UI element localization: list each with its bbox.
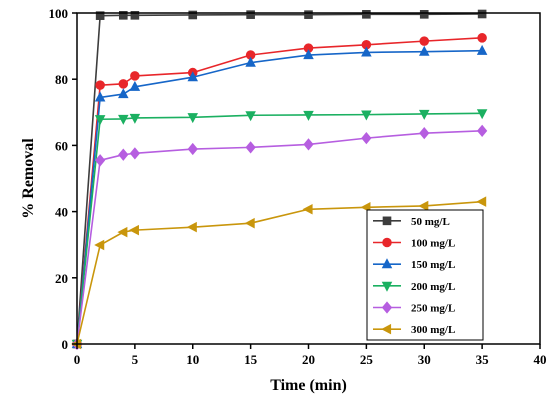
x-tick-label: 40: [534, 352, 547, 367]
x-tick-label: 15: [244, 352, 258, 367]
legend-item: 300 mg/L: [373, 323, 455, 336]
data-point: [245, 56, 256, 67]
x-tick-label: 20: [302, 352, 315, 367]
data-point: [476, 196, 487, 207]
data-point: [419, 127, 430, 140]
data-point: [361, 110, 372, 121]
data-point: [418, 200, 429, 212]
series-line: [76, 37, 483, 345]
y-tick-label: 0: [62, 337, 69, 352]
legend-marker: [382, 237, 392, 248]
legend-marker: [382, 216, 392, 226]
legend-item: 150 mg/L: [373, 258, 455, 271]
data-point: [245, 111, 256, 122]
data-point: [95, 154, 106, 167]
data-point: [118, 114, 129, 125]
data-point: [187, 71, 199, 82]
data-point: [419, 10, 429, 19]
data-point: [187, 113, 199, 124]
legend-label: 100 mg/L: [411, 238, 455, 250]
y-tick-label: 60: [55, 138, 68, 153]
y-axis: 0 20 40 60 80 100: [49, 6, 77, 352]
data-point: [129, 147, 140, 160]
legend-item: 50 mg/L: [373, 216, 450, 228]
data-point: [187, 142, 198, 156]
y-tick-label: 20: [55, 271, 68, 286]
legend-label: 50 mg/L: [411, 216, 450, 228]
data-point: [128, 224, 139, 236]
data-point: [129, 113, 141, 124]
x-tick-label: 10: [186, 352, 199, 367]
plot-area: [71, 9, 488, 351]
legend-item: 250 mg/L: [373, 301, 455, 315]
data-point: [245, 141, 256, 154]
x-tick-label: 5: [132, 352, 139, 367]
data-point: [118, 11, 128, 20]
legend-marker: [381, 258, 393, 269]
data-point: [303, 138, 314, 151]
y-tick-label: 80: [55, 72, 68, 87]
x-tick-label: 35: [476, 352, 490, 367]
y-axis-title: % Removal: [20, 138, 37, 219]
data-point: [419, 36, 430, 46]
x-axis-title: Time (min): [270, 377, 347, 394]
data-point: [477, 9, 487, 19]
data-point: [246, 10, 255, 19]
data-point: [477, 124, 488, 137]
x-tick-label: 30: [418, 352, 431, 367]
series-line: [76, 130, 483, 345]
data-point: [94, 239, 105, 251]
legend-label: 250 mg/L: [411, 303, 455, 315]
data-point: [188, 10, 198, 20]
data-point: [361, 46, 372, 57]
data-point: [362, 10, 371, 19]
x-tick-label: 0: [74, 352, 81, 367]
legend: 50 mg/L 100 mg/L 150 mg/L 200 mg/L 250 mg/L 3…: [366, 209, 484, 341]
legend-marker: [381, 301, 393, 314]
legend-label: 150 mg/L: [411, 259, 455, 271]
legend-item: 200 mg/L: [373, 281, 455, 293]
data-point: [95, 80, 105, 90]
data-point: [118, 148, 129, 161]
data-point: [418, 109, 430, 120]
data-point: [303, 49, 314, 60]
data-point: [129, 80, 141, 91]
y-tick-label: 100: [49, 6, 69, 21]
data-point: [130, 71, 140, 81]
data-point: [117, 226, 128, 238]
series-200-mg-l: [71, 109, 488, 350]
series-line: [76, 200, 483, 345]
data-point: [94, 91, 106, 102]
data-point: [418, 45, 430, 56]
series-300-mg-l: [71, 196, 487, 350]
data-point: [130, 11, 140, 20]
legend-item: 100 mg/L: [373, 238, 455, 250]
data-point: [302, 204, 313, 215]
legend-label: 300 mg/L: [411, 324, 455, 336]
data-point: [244, 217, 255, 229]
data-point: [476, 109, 488, 120]
series-line: [76, 112, 483, 345]
series-line: [76, 49, 483, 345]
legend-marker: [381, 281, 393, 292]
data-point: [118, 79, 129, 89]
x-axis: 0 5 10 15 20 25 30 35 40: [74, 344, 547, 367]
data-point: [476, 44, 488, 55]
legend-label: 200 mg/L: [411, 281, 455, 293]
series-100-mg-l: [72, 33, 487, 349]
data-point: [95, 11, 105, 20]
data-point: [118, 88, 129, 99]
data-point: [186, 221, 197, 233]
data-point: [361, 131, 372, 145]
data-point: [477, 33, 487, 43]
legend-box: [366, 209, 484, 341]
y-tick-label: 40: [55, 205, 68, 220]
series-line: [76, 13, 483, 345]
data-point: [94, 115, 106, 126]
legend-marker: [381, 323, 392, 335]
data-point: [304, 10, 313, 19]
x-tick-label: 25: [360, 352, 374, 367]
data-point: [303, 110, 314, 121]
